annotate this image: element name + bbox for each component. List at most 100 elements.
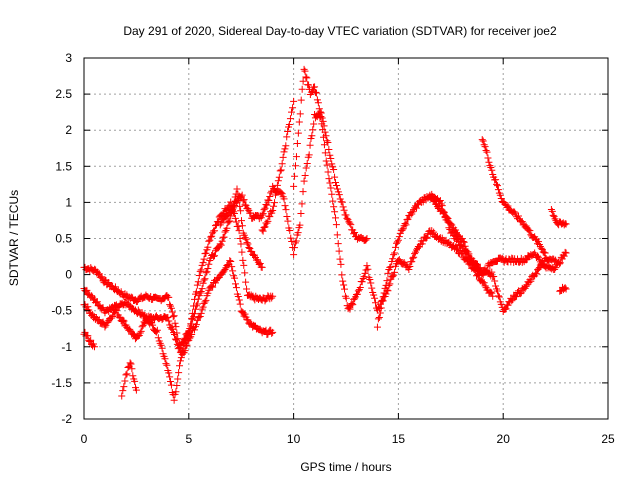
data-point bbox=[379, 293, 387, 301]
data-point bbox=[272, 188, 280, 196]
data-point bbox=[129, 372, 137, 380]
data-point bbox=[128, 365, 136, 373]
data-point bbox=[308, 87, 316, 95]
data-point bbox=[256, 260, 264, 268]
x-axis-label: GPS time / hours bbox=[300, 460, 391, 474]
data-point bbox=[238, 222, 246, 230]
data-point bbox=[183, 341, 191, 349]
data-point bbox=[491, 277, 499, 285]
data-point bbox=[312, 89, 320, 97]
data-point bbox=[172, 336, 180, 344]
data-point bbox=[231, 214, 239, 222]
data-point bbox=[244, 240, 252, 248]
data-point bbox=[205, 260, 213, 268]
data-point bbox=[348, 300, 356, 308]
y-tick-label: 1 bbox=[65, 195, 72, 209]
data-point bbox=[236, 300, 244, 308]
data-point bbox=[361, 269, 369, 277]
data-point bbox=[197, 266, 205, 274]
data-point bbox=[497, 300, 505, 308]
data-point bbox=[336, 255, 344, 263]
data-point bbox=[269, 292, 277, 300]
data-point bbox=[493, 287, 501, 295]
data-point bbox=[211, 252, 219, 260]
data-point bbox=[378, 297, 386, 305]
data-point bbox=[555, 260, 563, 268]
data-point bbox=[436, 197, 444, 205]
data-point bbox=[192, 302, 200, 310]
data-point bbox=[338, 198, 346, 206]
data-point bbox=[390, 251, 398, 259]
data-point bbox=[247, 209, 255, 217]
data-point bbox=[275, 173, 283, 181]
data-point bbox=[340, 281, 348, 289]
data-point bbox=[327, 184, 335, 192]
data-point bbox=[300, 65, 308, 73]
data-point bbox=[290, 244, 298, 252]
series-trace-2 bbox=[80, 185, 266, 353]
data-point bbox=[235, 296, 243, 304]
data-point bbox=[560, 284, 568, 292]
data-point bbox=[479, 137, 487, 145]
data-point bbox=[297, 209, 305, 217]
data-point bbox=[413, 204, 421, 212]
data-point bbox=[195, 272, 203, 280]
data-point bbox=[166, 373, 174, 381]
data-point bbox=[331, 208, 339, 216]
data-point bbox=[169, 325, 177, 333]
data-point bbox=[203, 268, 211, 276]
data-point bbox=[290, 251, 298, 259]
data-point bbox=[197, 287, 205, 295]
data-point bbox=[323, 137, 331, 145]
data-point bbox=[262, 200, 270, 208]
data-point bbox=[300, 177, 308, 185]
data-point bbox=[453, 245, 461, 253]
data-point bbox=[376, 309, 384, 317]
data-point bbox=[309, 126, 317, 134]
data-point bbox=[181, 347, 189, 355]
data-point bbox=[240, 261, 248, 269]
data-point bbox=[200, 299, 208, 307]
data-point bbox=[257, 214, 265, 222]
x-axis-ticks: 0 5 10 15 20 25 bbox=[81, 58, 615, 446]
data-point bbox=[482, 147, 490, 155]
data-point bbox=[488, 289, 496, 297]
data-point bbox=[292, 237, 300, 245]
data-point bbox=[534, 265, 542, 273]
data-point bbox=[326, 179, 334, 187]
data-point bbox=[260, 223, 268, 231]
data-point bbox=[305, 151, 313, 159]
data-point bbox=[383, 277, 391, 285]
data-point bbox=[399, 225, 407, 233]
data-point bbox=[526, 227, 534, 235]
data-point bbox=[123, 370, 131, 378]
data-point bbox=[319, 117, 327, 125]
data-point bbox=[256, 325, 264, 333]
data-point bbox=[120, 317, 128, 325]
data-point bbox=[351, 295, 359, 303]
data-point bbox=[258, 263, 266, 271]
data-point bbox=[171, 319, 179, 327]
data-point bbox=[373, 323, 381, 331]
data-point bbox=[322, 157, 330, 165]
data-point bbox=[286, 115, 294, 123]
data-point bbox=[458, 235, 466, 243]
data-point bbox=[193, 281, 201, 289]
series-trace-1 bbox=[80, 198, 277, 357]
data-point bbox=[533, 252, 541, 260]
y-axis-ticks: -2 -1.5 -1 -0.5 0 0.5 1 1.5 2 2.5 3 bbox=[51, 51, 608, 426]
data-point bbox=[292, 162, 300, 170]
data-point bbox=[166, 301, 174, 309]
data-point bbox=[410, 253, 418, 261]
data-point bbox=[280, 195, 288, 203]
data-point bbox=[193, 300, 201, 308]
data-point bbox=[389, 272, 397, 280]
data-point bbox=[411, 250, 419, 258]
data-point bbox=[194, 278, 202, 286]
data-point bbox=[418, 240, 426, 248]
data-point bbox=[277, 189, 285, 197]
data-point bbox=[514, 212, 522, 220]
data-point bbox=[371, 294, 379, 302]
data-point bbox=[332, 178, 340, 186]
data-point bbox=[200, 255, 208, 263]
